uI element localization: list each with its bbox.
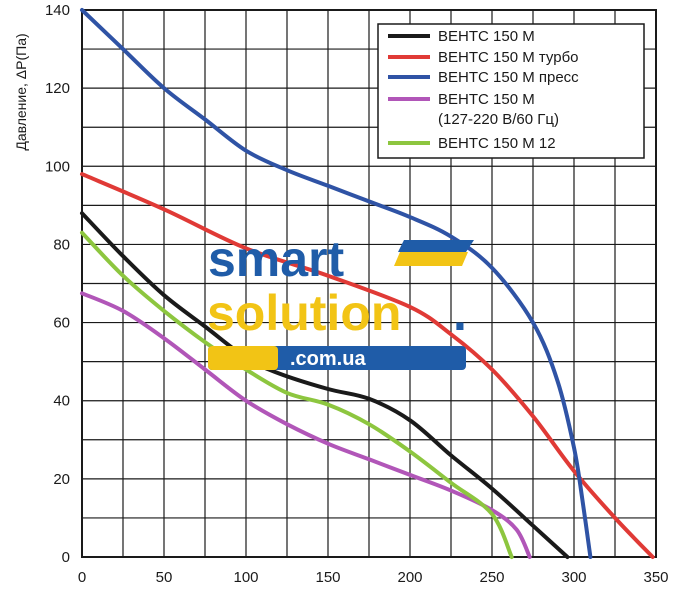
y-tick-label: 40 [53,393,70,410]
legend: ВЕНТС 150 М ВЕНТС 150 М турбо ВЕНТС 150 М … [377,23,645,159]
watermark-domain-accent [208,346,278,370]
legend-label-5: ВЕНТС 150 М 12 [438,135,556,152]
series-line-4 [80,291,532,559]
legend-label-4: ВЕНТС 150 М [438,91,535,108]
legend-label-1: ВЕНТС 150 М [438,28,535,45]
x-tick-label: 50 [156,569,173,586]
flag-icon [394,240,474,266]
y-tick-label: 20 [53,471,70,488]
y-axis-ticks: 0 20 40 60 80 100 120 140 [45,2,70,566]
y-tick-label: 140 [45,2,70,19]
series-line-1 [80,211,570,559]
x-tick-label: 200 [397,569,422,586]
watermark-domain: .com.ua [290,348,366,370]
x-tick-label: 300 [561,569,586,586]
x-axis-ticks: 0 50 100 150 200 250 300 350 [78,569,669,586]
plot-frame [81,9,657,558]
series-line-3 [80,8,593,559]
y-tick-label: 80 [53,236,70,253]
x-tick-label: 150 [315,569,340,586]
legend-label-3: ВЕНТС 150 М пресс [438,69,579,86]
legend-label-4: (127-220 В/60 Гц) [438,111,559,128]
series-line-5 [80,230,514,559]
y-tick-label: 60 [53,315,70,332]
watermark-dot: . [453,285,467,341]
legend-box [377,23,645,159]
y-axis-label: Давление, ΔP(Па) [13,33,29,150]
x-tick-label: 250 [479,569,504,586]
x-tick-label: 100 [233,569,258,586]
y-tick-label: 100 [45,158,70,175]
legend-label-2: ВЕНТС 150 М турбо [438,49,579,66]
y-tick-label: 0 [62,549,70,566]
x-tick-label: 350 [643,569,668,586]
watermark-logo: smart solution . .com.ua [207,231,474,370]
chart-series [80,8,655,559]
watermark-word-smart: smart [208,231,345,287]
y-tick-label: 120 [45,80,70,97]
watermark-word-solution: solution [207,285,401,341]
x-tick-label: 0 [78,569,86,586]
